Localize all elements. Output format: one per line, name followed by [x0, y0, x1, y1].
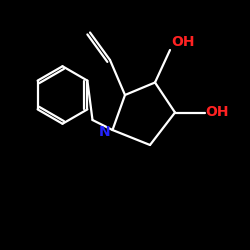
Text: N: N: [99, 126, 111, 140]
Text: OH: OH: [171, 36, 194, 50]
Text: OH: OH: [206, 106, 229, 120]
